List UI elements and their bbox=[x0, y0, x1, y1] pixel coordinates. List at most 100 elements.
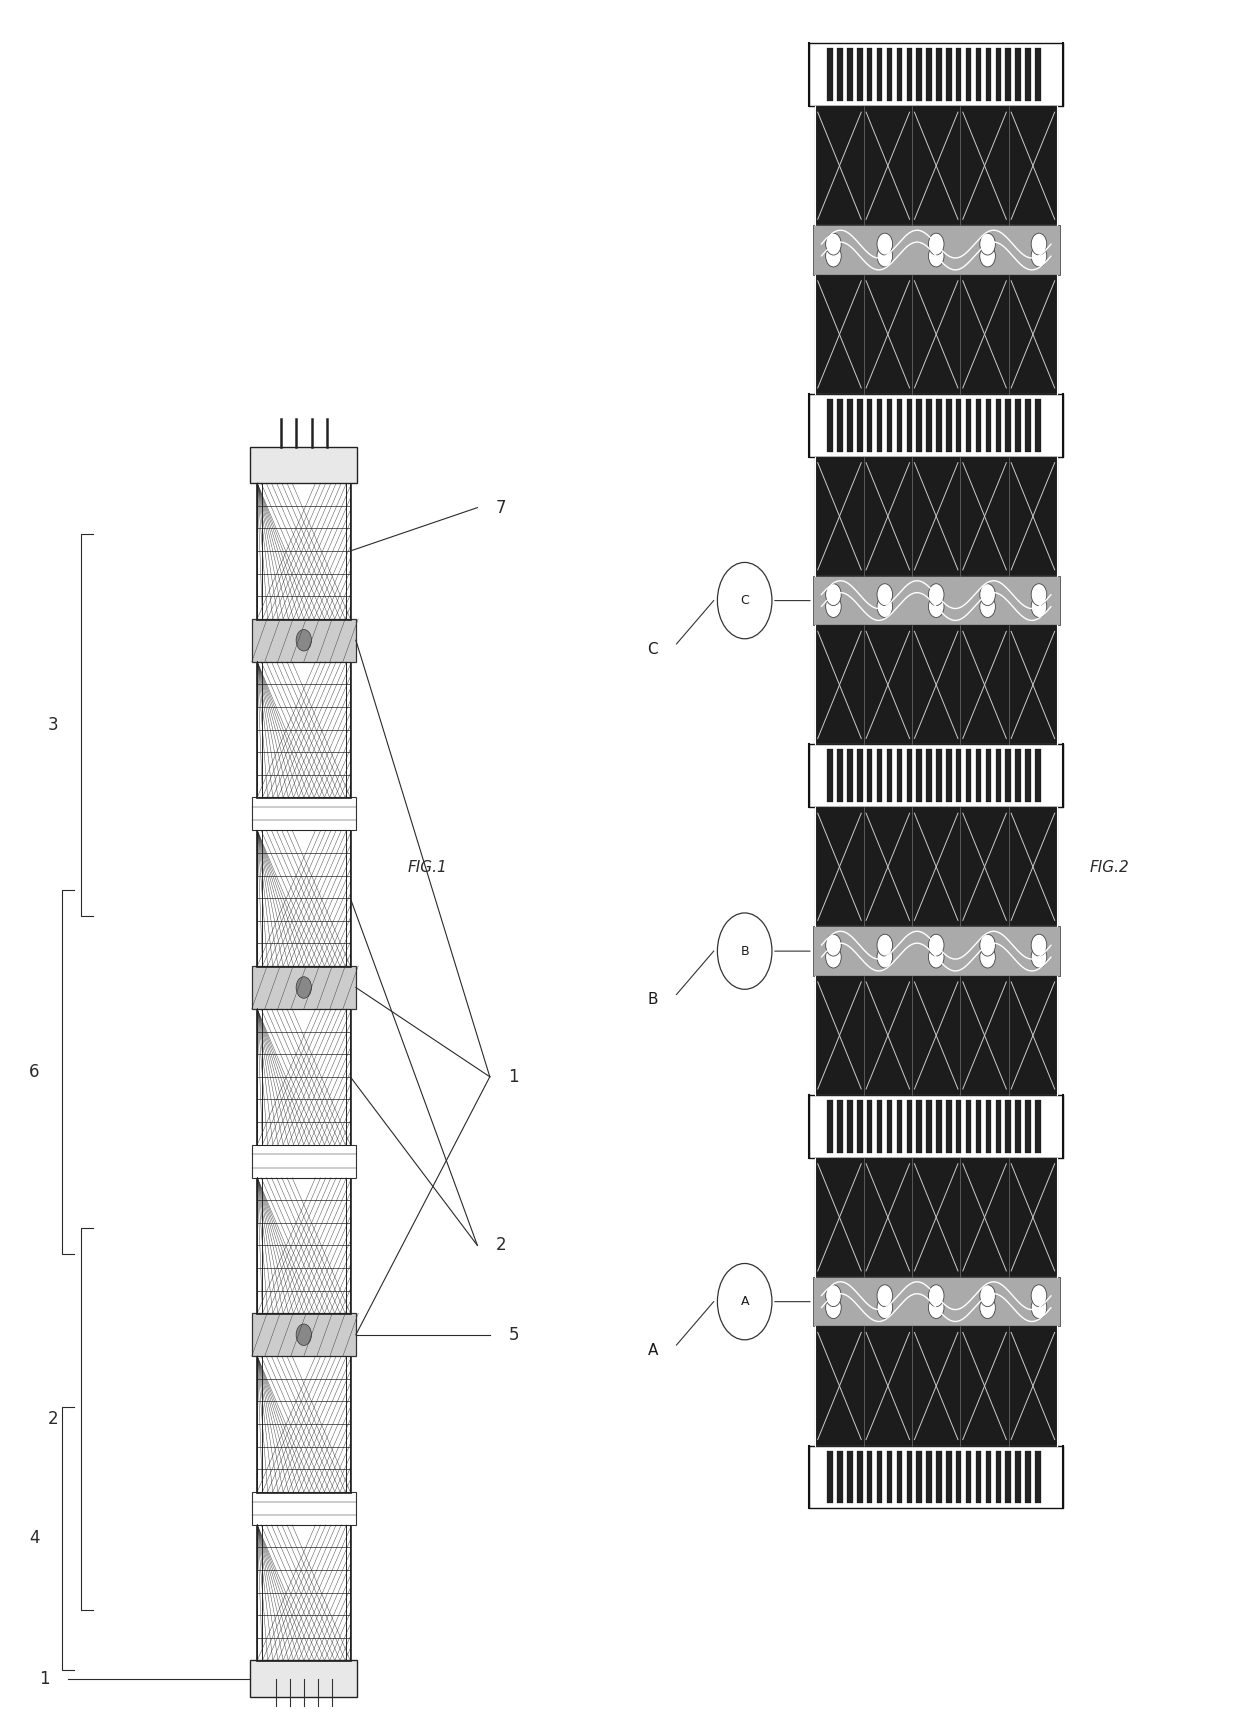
Bar bbox=[258, 1010, 351, 1145]
Bar bbox=[906, 1450, 911, 1503]
Bar bbox=[976, 1450, 981, 1503]
Bar bbox=[897, 750, 901, 802]
Circle shape bbox=[980, 595, 996, 618]
Bar bbox=[877, 1100, 883, 1152]
Bar bbox=[946, 750, 951, 802]
Circle shape bbox=[929, 245, 944, 267]
Bar bbox=[816, 625, 1056, 744]
Bar bbox=[986, 1450, 991, 1503]
Bar bbox=[857, 750, 863, 802]
Bar bbox=[906, 1100, 911, 1152]
Bar bbox=[813, 1277, 1059, 1327]
Circle shape bbox=[296, 1324, 311, 1345]
Circle shape bbox=[826, 933, 841, 956]
Circle shape bbox=[826, 245, 841, 267]
Text: 3: 3 bbox=[47, 715, 58, 734]
Bar bbox=[916, 750, 921, 802]
Bar bbox=[816, 1157, 1056, 1277]
Bar bbox=[1025, 399, 1030, 451]
Text: 2: 2 bbox=[496, 1237, 507, 1254]
Bar bbox=[976, 49, 981, 101]
Bar bbox=[1016, 750, 1021, 802]
Circle shape bbox=[296, 977, 311, 998]
Bar bbox=[916, 399, 921, 451]
Bar bbox=[1006, 1100, 1011, 1152]
Circle shape bbox=[929, 933, 944, 956]
Bar bbox=[813, 926, 1059, 975]
Bar bbox=[966, 49, 971, 101]
Circle shape bbox=[929, 1296, 944, 1319]
Bar bbox=[257, 1523, 351, 1660]
Circle shape bbox=[929, 583, 944, 606]
Bar bbox=[258, 1357, 351, 1492]
Bar bbox=[837, 1450, 843, 1503]
Bar bbox=[966, 750, 971, 802]
Bar bbox=[1016, 399, 1021, 451]
Bar bbox=[946, 49, 951, 101]
Circle shape bbox=[929, 946, 944, 968]
Circle shape bbox=[877, 232, 893, 255]
Circle shape bbox=[980, 583, 996, 606]
Bar bbox=[926, 750, 931, 802]
Bar bbox=[936, 750, 941, 802]
Bar bbox=[810, 394, 1063, 456]
Circle shape bbox=[1032, 946, 1047, 968]
Bar bbox=[966, 1100, 971, 1152]
Circle shape bbox=[826, 1296, 841, 1319]
Circle shape bbox=[877, 595, 893, 618]
Bar bbox=[926, 399, 931, 451]
Bar bbox=[252, 1145, 356, 1178]
Bar bbox=[250, 1660, 357, 1697]
Text: C: C bbox=[647, 642, 658, 656]
Bar bbox=[1025, 49, 1030, 101]
Bar bbox=[847, 750, 853, 802]
Bar bbox=[257, 482, 351, 619]
Bar bbox=[897, 49, 901, 101]
Text: 1: 1 bbox=[508, 1067, 520, 1086]
Text: B: B bbox=[647, 992, 658, 1008]
Bar bbox=[252, 1313, 356, 1357]
Circle shape bbox=[1032, 933, 1047, 956]
Bar bbox=[816, 274, 1056, 394]
Bar bbox=[867, 49, 873, 101]
Bar bbox=[847, 1100, 853, 1152]
Bar bbox=[258, 1178, 351, 1313]
Bar bbox=[257, 1355, 351, 1492]
Text: A: A bbox=[647, 1343, 658, 1359]
Circle shape bbox=[980, 946, 996, 968]
Bar bbox=[252, 798, 356, 831]
Bar bbox=[916, 1450, 921, 1503]
Bar bbox=[827, 49, 833, 101]
Bar bbox=[926, 1450, 931, 1503]
Bar bbox=[956, 750, 961, 802]
Bar bbox=[252, 619, 356, 661]
Bar bbox=[813, 576, 1059, 625]
Bar bbox=[827, 399, 833, 451]
Bar bbox=[257, 829, 351, 966]
Circle shape bbox=[1032, 1296, 1047, 1319]
Text: 6: 6 bbox=[30, 1064, 40, 1081]
Bar bbox=[847, 1450, 853, 1503]
Bar bbox=[867, 1100, 873, 1152]
Bar bbox=[867, 1450, 873, 1503]
Text: C: C bbox=[740, 593, 749, 607]
Bar bbox=[813, 226, 1059, 274]
Bar bbox=[1035, 750, 1040, 802]
Bar bbox=[816, 456, 1056, 576]
Bar bbox=[1025, 1100, 1030, 1152]
Bar bbox=[996, 750, 1001, 802]
Bar bbox=[857, 399, 863, 451]
Bar bbox=[827, 1100, 833, 1152]
Circle shape bbox=[877, 245, 893, 267]
Bar bbox=[906, 750, 911, 802]
Bar bbox=[887, 1100, 893, 1152]
Bar bbox=[1016, 1100, 1021, 1152]
Bar bbox=[946, 1450, 951, 1503]
Bar bbox=[986, 49, 991, 101]
Bar bbox=[810, 1095, 1063, 1157]
Bar bbox=[976, 399, 981, 451]
Bar bbox=[976, 1100, 981, 1152]
Bar bbox=[887, 1450, 893, 1503]
Bar bbox=[1035, 1450, 1040, 1503]
Circle shape bbox=[877, 933, 893, 956]
